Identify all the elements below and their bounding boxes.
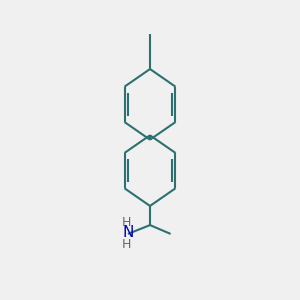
Text: H: H <box>122 238 131 251</box>
Text: H: H <box>122 216 131 229</box>
Text: N: N <box>122 225 134 240</box>
